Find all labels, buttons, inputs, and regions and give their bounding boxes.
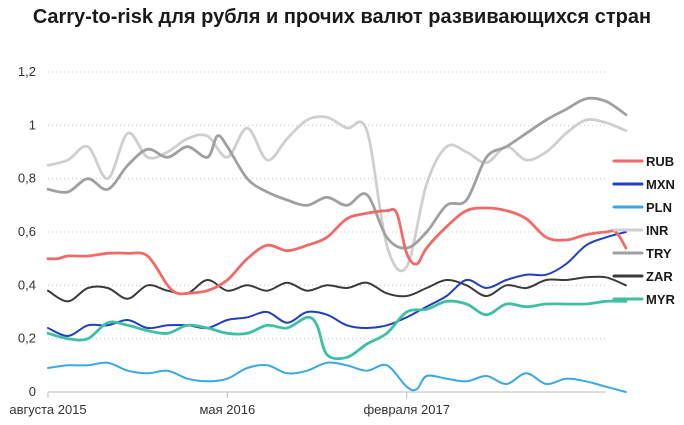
legend-label-mxn: MXN (646, 177, 675, 192)
chart-title: Carry-to-risk для рубля и прочих валют р… (32, 6, 652, 28)
series-line-rub (46, 206, 628, 296)
y-tick-label: 0,8 (18, 171, 36, 186)
legend-label-myr: MYR (646, 292, 676, 307)
series-line-zar (47, 275, 627, 303)
series-line-try (46, 96, 628, 250)
legend-label-pln: PLN (646, 200, 672, 215)
legend-label-rub: RUB (646, 154, 674, 169)
legend-label-inr: INR (646, 223, 669, 238)
x-tick-label: февраля 2017 (363, 402, 449, 417)
series-line-pln (47, 361, 627, 393)
y-axis: 0 0,2 0,4 0,6 0,8 1 1,2 (18, 64, 36, 399)
grid-lines (48, 71, 606, 393)
y-tick-label: 0 (29, 384, 36, 399)
x-tick-label: августа 2015 (9, 402, 86, 417)
legend-label-zar: ZAR (646, 269, 673, 284)
x-axis: августа 2015 мая 2016 февраля 2017 (9, 392, 450, 417)
y-tick-label: 0,2 (18, 331, 36, 346)
series-line-myr (46, 299, 628, 361)
y-tick-label: 0,6 (18, 224, 36, 239)
y-tick-label: 0,4 (18, 277, 36, 292)
y-tick-label: 1 (29, 117, 36, 132)
y-tick-label: 1,2 (18, 64, 36, 79)
legend-label-try: TRY (646, 246, 672, 261)
x-tick-label: мая 2016 (199, 402, 255, 417)
series-line-mxn (47, 231, 627, 337)
series-line-inr (46, 115, 628, 273)
legend: RUB MXN PLN INR TRY ZAR MYR (612, 154, 676, 307)
series-lines (46, 96, 628, 393)
